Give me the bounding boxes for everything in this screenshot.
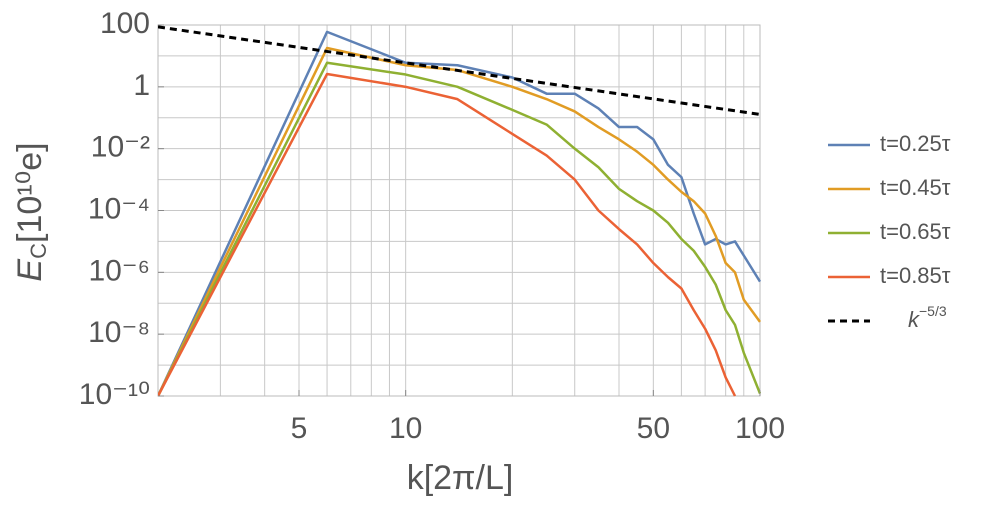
y-axis-label: EC[10¹⁰e] xyxy=(11,142,51,281)
y-tick-label: 10⁻¹⁰ xyxy=(79,378,150,411)
plot-area xyxy=(158,25,761,397)
x-tick-label: 100 xyxy=(735,412,785,445)
series-line xyxy=(158,25,761,116)
legend-label: k−5/3 xyxy=(908,303,947,332)
x-tick-label: 10 xyxy=(389,412,422,445)
x-tick-label: 5 xyxy=(291,412,308,445)
legend-label: t=0.65τ xyxy=(880,219,951,244)
y-tick-label: 10⁻⁸ xyxy=(88,316,150,349)
series-line xyxy=(158,46,761,397)
legend-label: t=0.45τ xyxy=(880,175,951,200)
y-tick-label: 10⁻⁴ xyxy=(88,192,150,225)
series-line xyxy=(158,30,761,397)
x-axis-label: k[2π/L] xyxy=(407,459,514,497)
legend-label: t=0.85τ xyxy=(880,263,951,288)
y-tick-label: 10⁻² xyxy=(91,131,150,164)
series-line xyxy=(158,61,761,397)
x-tick-label: 50 xyxy=(637,412,670,445)
y-tick-label: 1 xyxy=(133,69,150,102)
y-tick-label: 100 xyxy=(100,7,150,40)
series-line xyxy=(158,72,737,397)
legend-label: t=0.25τ xyxy=(880,131,951,156)
y-tick-label: 10⁻⁶ xyxy=(88,254,150,287)
